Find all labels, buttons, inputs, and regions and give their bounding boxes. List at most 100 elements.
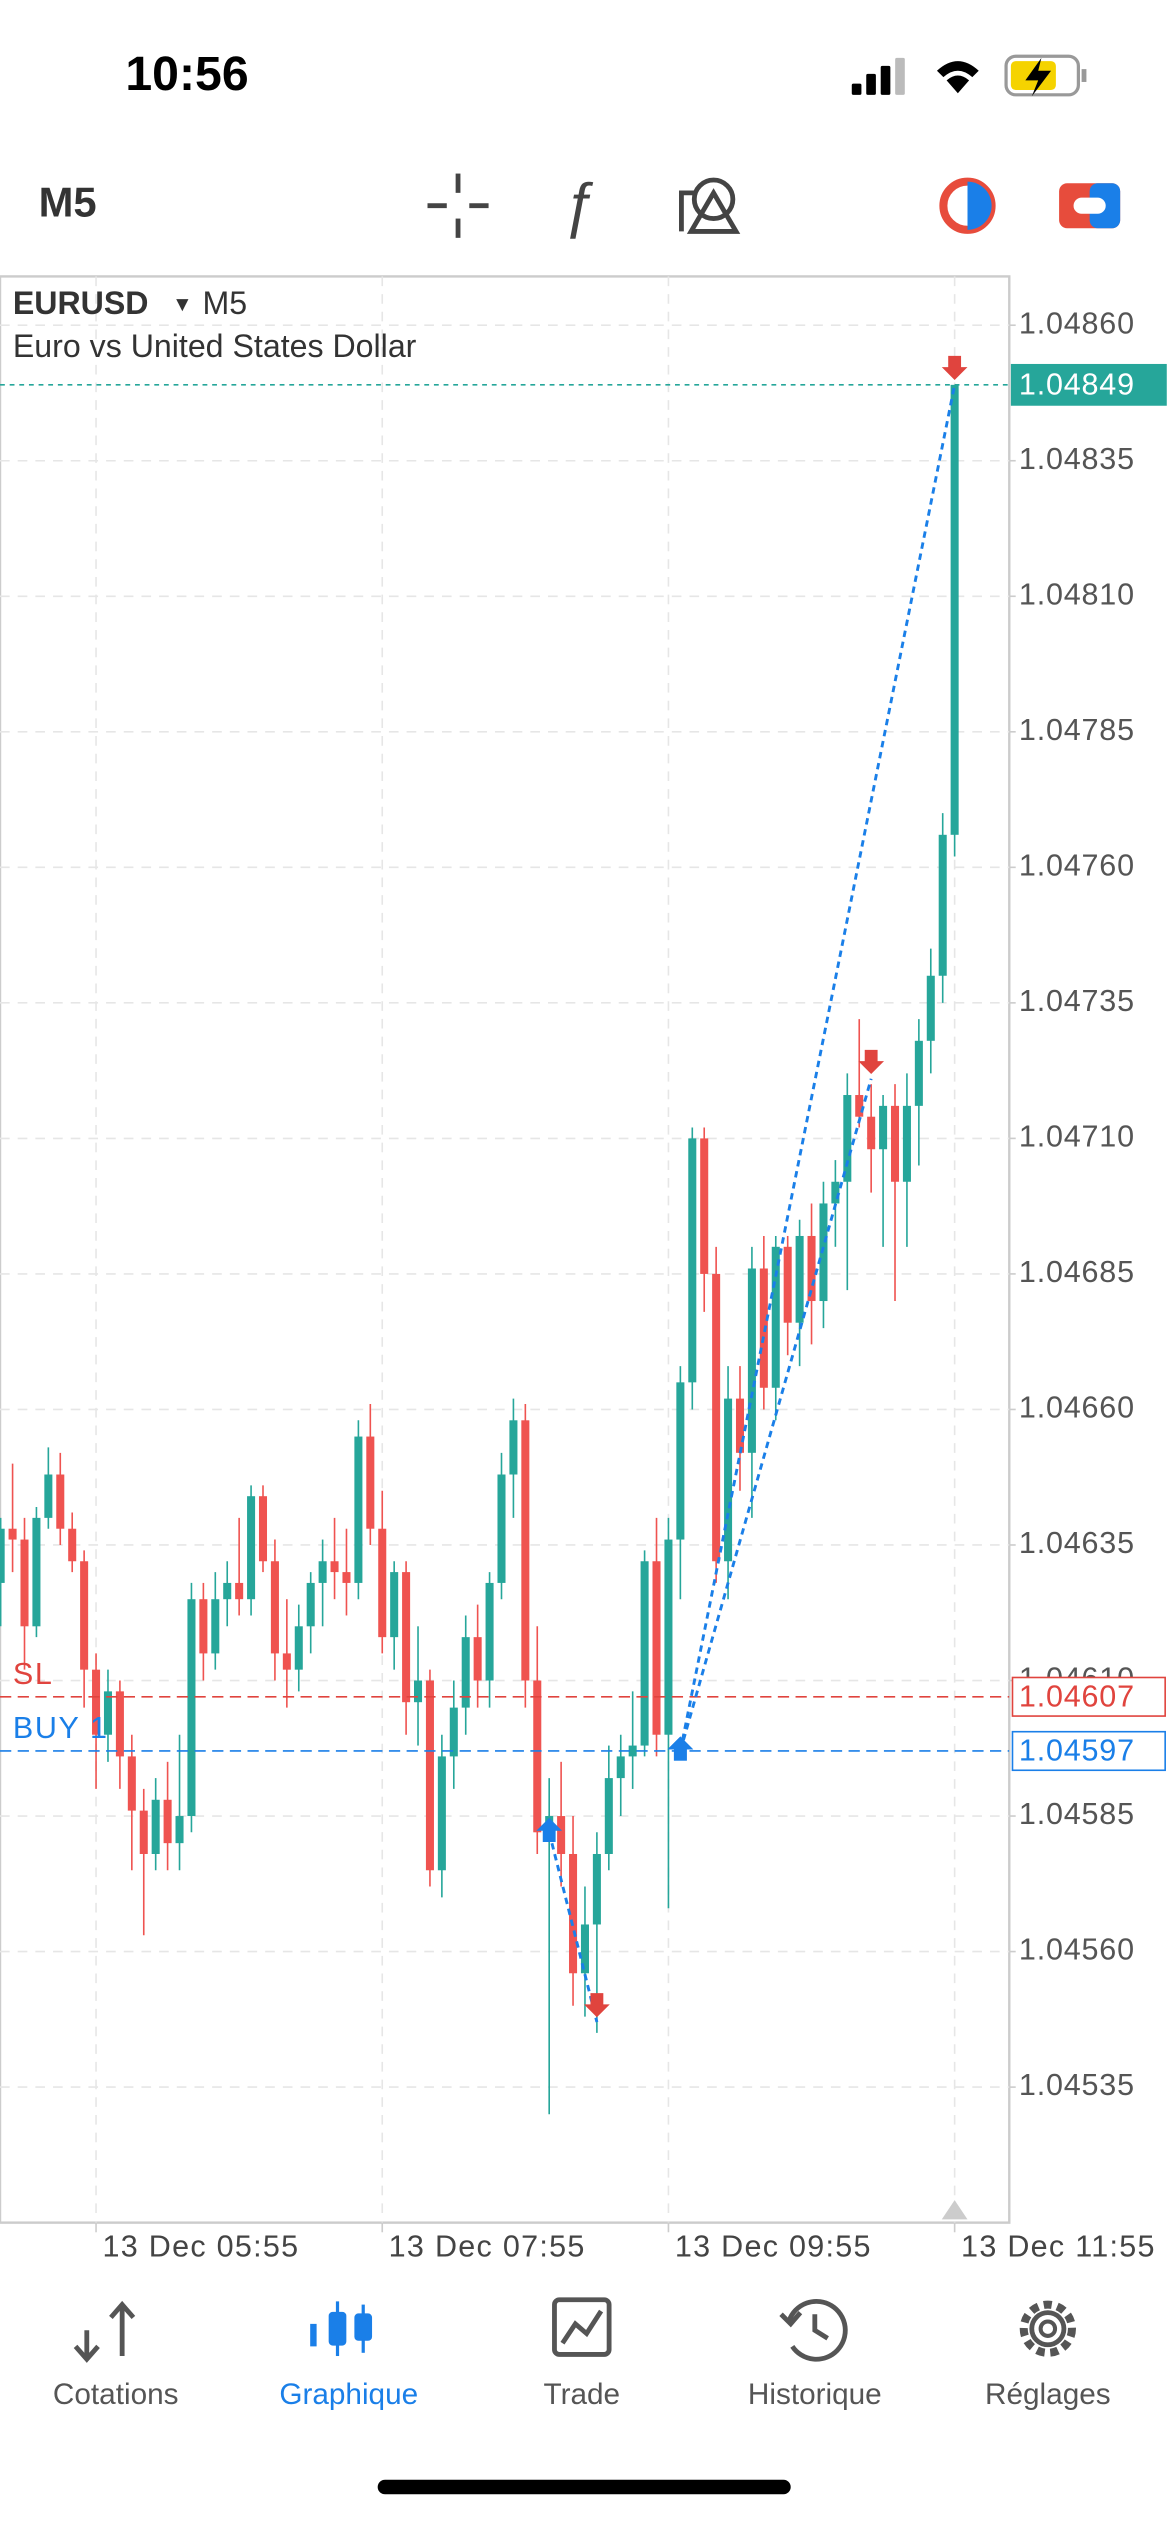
candle-body: [950, 384, 959, 835]
candle-body: [282, 1653, 291, 1670]
tab-label: Graphique: [279, 2378, 418, 2411]
clock: 10:56: [125, 47, 248, 101]
trade-line: [547, 1831, 599, 2023]
candle-body: [223, 1582, 232, 1600]
status-icons: [851, 54, 1087, 97]
candle-body: [199, 1599, 208, 1654]
trade-line: [678, 384, 957, 1752]
tab[interactable]: Graphique: [279, 2301, 418, 2411]
buy-arrow: [667, 1736, 694, 1761]
symbol[interactable]: EURUSD: [13, 285, 149, 321]
tab-label: Historique: [748, 2378, 882, 2411]
candle-body: [712, 1273, 721, 1562]
sell-arrow: [941, 355, 968, 381]
candle-body: [318, 1561, 327, 1583]
candle-body: [175, 1816, 184, 1844]
y-tick-label: 1.04685: [1019, 1255, 1135, 1289]
candle-body: [127, 1756, 136, 1811]
candle-body: [771, 1246, 780, 1388]
price-label: 1.04597: [1019, 1734, 1135, 1768]
timeframe-button[interactable]: M5: [39, 179, 97, 226]
tab-label: Trade: [544, 2378, 621, 2411]
candle-body: [8, 1528, 17, 1540]
candle-body: [306, 1582, 315, 1627]
candle-body: [664, 1539, 673, 1735]
x-tick-label: 13 Dec 09:55: [675, 2229, 872, 2263]
current-time-marker: [941, 2200, 968, 2220]
symbol-dropdown[interactable]: ▼: [172, 293, 193, 316]
candle-body: [580, 1924, 589, 1974]
candle-body: [747, 1268, 756, 1453]
candle-body: [902, 1105, 911, 1182]
candle-body: [521, 1420, 530, 1681]
candle-body: [44, 1474, 53, 1518]
y-tick-label: 1.04785: [1019, 713, 1135, 747]
sell-arrow: [858, 1049, 885, 1074]
candle-body: [402, 1572, 411, 1703]
candle-body: [592, 1853, 601, 1925]
candle-body: [819, 1203, 828, 1302]
candle-body: [843, 1095, 852, 1182]
candle-body: [56, 1474, 65, 1529]
candle-body: [497, 1474, 506, 1583]
chart: EURUSD ▼ M5 Euro vs United States Dollar…: [0, 275, 1167, 2263]
candle-body: [879, 1105, 888, 1150]
symbol-description: Euro vs United States Dollar: [13, 328, 417, 364]
candle-body: [366, 1436, 375, 1529]
tab-label: Réglages: [985, 2378, 1111, 2411]
candle-body: [700, 1138, 709, 1274]
tab-icon-part: [560, 2309, 604, 2345]
x-tick-label: 13 Dec 05:55: [102, 2229, 299, 2263]
y-tick-label: 1.04810: [1019, 577, 1135, 611]
indicators-button[interactable]: ƒ: [562, 170, 596, 239]
candle-body: [938, 834, 947, 976]
candle-body: [473, 1637, 482, 1681]
y-tick-label: 1.04760: [1019, 848, 1135, 882]
candle-body: [437, 1756, 446, 1871]
candle-body: [449, 1707, 458, 1757]
tab[interactable]: Historique: [748, 2298, 882, 2411]
y-tick-label: 1.04535: [1019, 2068, 1135, 2102]
price-label-box: [1010, 363, 1167, 406]
tab[interactable]: Cotations: [53, 2300, 179, 2411]
crosshair-button[interactable]: [427, 173, 489, 238]
y-tick-label: 1.04835: [1019, 442, 1135, 476]
candle-body: [831, 1181, 840, 1204]
candle-body: [425, 1680, 434, 1871]
home-indicator: [377, 2479, 791, 2495]
tab-icon-part: [1029, 2310, 1067, 2348]
tab-bar: Cotations Graphique Trade Historique Réglage…: [53, 2297, 1111, 2411]
trade-toggle[interactable]: [939, 177, 996, 234]
candle-body: [783, 1246, 792, 1323]
trade-line: [678, 1078, 873, 1752]
tab-icon: [1019, 2300, 1076, 2357]
candle-body: [616, 1756, 625, 1779]
tab-icon: [73, 2300, 136, 2363]
candle-body: [640, 1561, 649, 1746]
one-click-trading[interactable]: [1059, 183, 1121, 229]
price-line-name: BUY 1: [13, 1711, 109, 1745]
candle-body: [20, 1539, 29, 1627]
tab[interactable]: Réglages: [985, 2300, 1111, 2411]
chart-frame: [0, 275, 1011, 2224]
y-tick-label: 1.04860: [1019, 306, 1135, 340]
candle-body: [855, 1095, 864, 1117]
candle-body: [270, 1561, 279, 1654]
price-label-box: [1011, 1730, 1166, 1772]
candle-body: [569, 1853, 578, 1974]
tab-icon: [779, 2298, 848, 2362]
grid: [0, 276, 1010, 2223]
x-tick-label: 13 Dec 07:55: [389, 2229, 586, 2263]
candle-body: [914, 1040, 923, 1106]
candle-body: [628, 1745, 637, 1757]
candle-body: [533, 1680, 542, 1833]
candle-body: [32, 1517, 41, 1627]
candle-body: [294, 1626, 303, 1670]
candle-body: [890, 1105, 900, 1182]
tab[interactable]: Trade: [544, 2297, 621, 2411]
y-tick-label: 1.04560: [1019, 1933, 1135, 1967]
objects-button[interactable]: [679, 177, 741, 234]
price-label-box: [1011, 1676, 1166, 1717]
candle-body: [807, 1235, 816, 1302]
